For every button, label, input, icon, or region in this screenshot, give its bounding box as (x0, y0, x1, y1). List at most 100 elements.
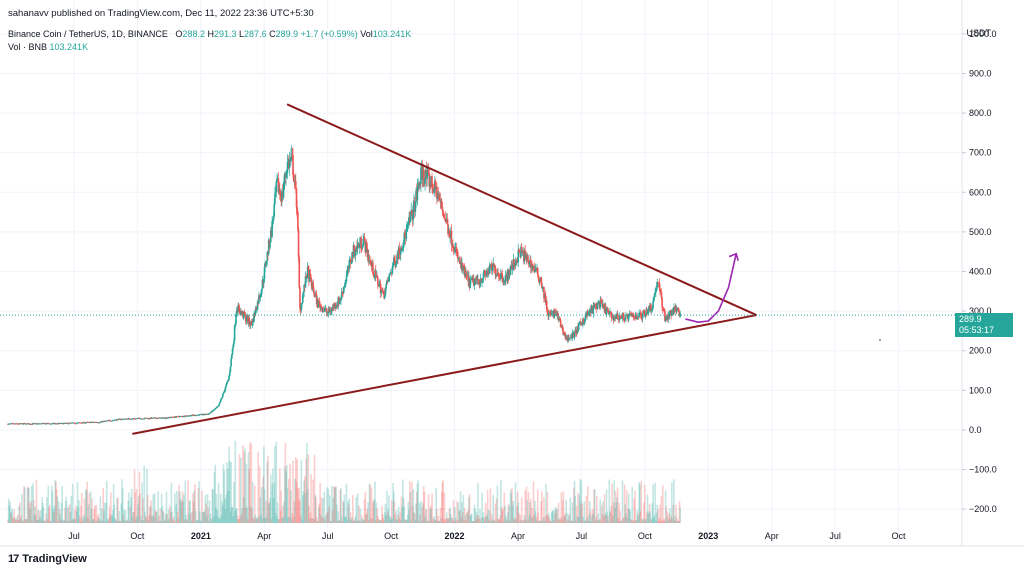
volume-bar (447, 518, 450, 523)
volume-bar (277, 519, 280, 523)
volume-bar (353, 520, 355, 523)
volume-bar (509, 521, 511, 523)
volume-bar (103, 510, 105, 523)
volume-bar (106, 519, 109, 523)
volume-bar (370, 487, 373, 523)
tradingview-brand[interactable]: 17 TradingView (8, 553, 87, 565)
x-tick-label: Jul (576, 531, 588, 541)
time-axis[interactable]: Jul Oct 2021 Apr Jul Oct 2022 Apr Jul Oct 2023 Apr J… (68, 531, 906, 541)
candle-up (395, 260, 398, 264)
volume-bar (648, 513, 650, 523)
candle-up (275, 181, 278, 193)
candle-down (455, 247, 458, 252)
candle-up (397, 247, 400, 260)
volume-bar (58, 509, 61, 523)
symbol-title[interactable]: Binance Coin / TetherUS, 1D, BINANCE (8, 29, 168, 39)
volume-bar (524, 490, 526, 523)
candle-down (493, 263, 495, 268)
x-tick-label: Apr (257, 531, 271, 541)
volume-bar (557, 519, 559, 523)
volume-bar (244, 507, 247, 523)
volume-bar (424, 516, 426, 523)
volume-study-label[interactable]: Vol · BNB (8, 42, 48, 52)
volume-bar (516, 491, 519, 523)
candle-up (303, 284, 305, 292)
candle-up (409, 215, 412, 222)
candle-up (219, 402, 221, 404)
volume-bar (237, 519, 240, 523)
volume-bar (8, 505, 11, 523)
volume-bar (424, 509, 427, 523)
volume-bar (593, 489, 596, 523)
volume-bar (238, 454, 241, 523)
candle-up (641, 313, 644, 319)
candle-down (564, 334, 567, 339)
volume-bar (679, 507, 681, 523)
volume-bar (266, 461, 269, 523)
candle-down (637, 316, 640, 318)
candle-down (201, 414, 203, 415)
volume-bar (565, 500, 567, 523)
candle-up (528, 263, 531, 265)
volume-bar (652, 517, 655, 523)
volume-bar (619, 510, 622, 523)
volume-bar (102, 487, 105, 523)
volume-bar (413, 512, 415, 523)
candle-up (380, 290, 383, 294)
volume-bar (148, 515, 150, 523)
volume-bar (440, 517, 442, 523)
volume-bar (489, 488, 492, 523)
volume-bar (93, 508, 95, 523)
candle-down (366, 248, 369, 258)
volume-bar (429, 508, 431, 523)
volume-bar (32, 500, 35, 523)
low-label: L (239, 29, 245, 39)
volume-bar (38, 511, 41, 523)
y-tick-label: 800.0 (969, 108, 992, 118)
candle-down (394, 260, 396, 266)
volume-bar (577, 492, 579, 523)
volume-bar (438, 520, 441, 523)
volume-bar (675, 521, 678, 523)
volume-bar (536, 489, 539, 523)
volume-bar (622, 518, 624, 523)
volume-bar (408, 509, 410, 523)
volume-bar (562, 491, 565, 523)
candle-up (541, 287, 544, 289)
volume-bar (65, 496, 68, 523)
candle-up (590, 308, 593, 314)
volume-bar (342, 500, 344, 523)
volume-bar (446, 518, 449, 523)
candle-up (282, 190, 285, 197)
candle-down (318, 301, 321, 304)
candle-down (325, 308, 328, 313)
candle-down (554, 309, 556, 314)
volume-bar (54, 480, 57, 523)
volume-bar (169, 506, 171, 523)
volume-bar (70, 496, 73, 523)
candle-down (532, 265, 535, 268)
volume-bar (20, 515, 23, 523)
volume-bar (331, 510, 334, 523)
volume-bar (162, 510, 164, 523)
price-axis[interactable]: 1000.0 900.0 800.0 700.0 600.0 500.0 400.0 300.… (962, 29, 997, 514)
volume-bar (377, 515, 379, 523)
candle-up (221, 396, 223, 399)
axis-currency[interactable]: USDT (966, 28, 992, 38)
volume-bar (304, 492, 307, 523)
volume-bar (35, 514, 37, 523)
volume-bar (196, 519, 199, 523)
candle-up (406, 223, 409, 226)
candle-down (549, 313, 552, 314)
volume-bar (89, 491, 92, 523)
volume-bar (490, 520, 492, 523)
volume-bar (9, 501, 11, 523)
volume-bar (460, 516, 463, 523)
candle-up (215, 408, 217, 409)
candle-up (67, 423, 70, 425)
candle-up (534, 270, 536, 272)
volume-bar (119, 520, 122, 523)
volume-bar (299, 515, 302, 523)
volume-bar (265, 517, 268, 523)
